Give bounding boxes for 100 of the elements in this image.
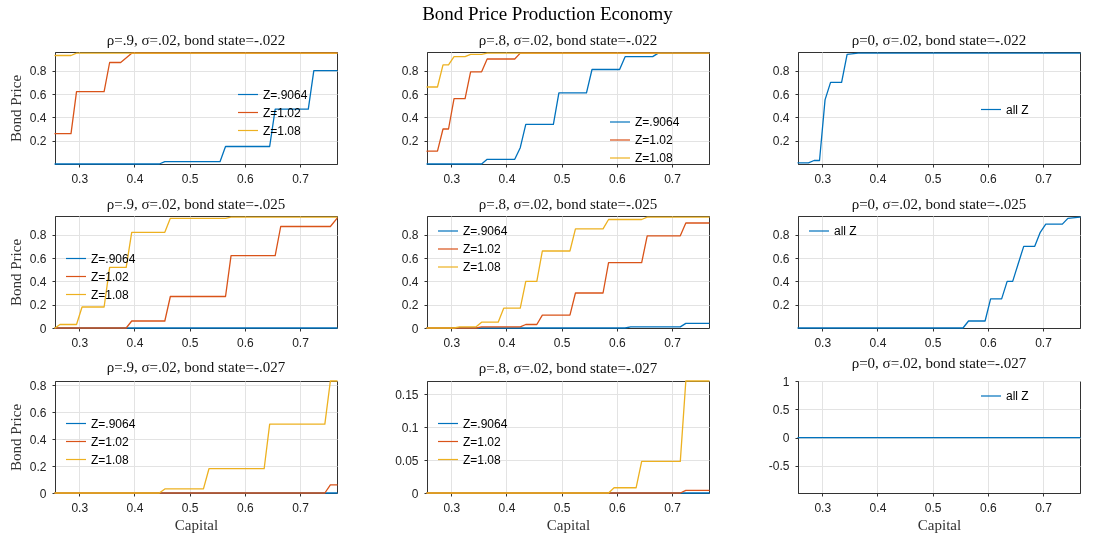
legend-label: Z=.9064 [463, 416, 508, 431]
y-tick-label: 1 [782, 374, 790, 389]
y-tick-label: 0.2 [401, 298, 419, 313]
y-tick-label: 0.4 [772, 274, 790, 289]
x-tick-label: 0.7 [292, 171, 310, 186]
legend-label: all Z [1006, 389, 1029, 403]
y-tick-label: 0.6 [29, 405, 47, 420]
y-tick-label: 0.8 [401, 228, 419, 243]
x-tick-label: 0.4 [126, 335, 144, 350]
text: Bond Price Production Economy [421, 3, 674, 25]
x-tick-label: 0.4 [126, 500, 144, 515]
y-tick-label: 0.6 [772, 87, 790, 102]
chart-title: ρ=.9, σ=.02, bond state=-.022 [106, 32, 286, 48]
legend-label: Z=1.02 [463, 242, 502, 256]
y-tick-label: 0.8 [401, 64, 419, 79]
y-tick-label: 0.4 [29, 432, 47, 447]
x-tick-label: 0.7 [292, 500, 310, 515]
x-axis-title: Capital [546, 516, 591, 533]
y-tick-label: 0.8 [29, 228, 47, 243]
y-tick-label: 0.4 [29, 110, 47, 125]
legend-label: Z=1.08 [463, 260, 502, 274]
x-tick-label: 0.7 [292, 335, 310, 350]
y-tick-label: 0.8 [772, 64, 790, 79]
legend-label: Z=.9064 [463, 224, 508, 238]
y-tick-label: 0.4 [772, 110, 790, 125]
y-tick-label: 0.15 [395, 387, 419, 402]
legend-label: Z=1.02 [463, 434, 502, 449]
chart-title: ρ=.9, σ=.02, bond state=-.025 [106, 196, 286, 212]
y-tick-label: 0.6 [401, 251, 419, 266]
x-tick-label: 0.5 [181, 500, 199, 515]
y-tick-label: 0.6 [29, 251, 47, 266]
y-tick-label: 0.2 [772, 134, 790, 149]
x-tick-label: 0.4 [498, 171, 516, 186]
y-tick-label: 0.2 [401, 134, 419, 149]
x-tick-label: 0.3 [814, 335, 832, 350]
x-tick-label: 0.3 [71, 500, 89, 515]
x-tick-label: 0.3 [71, 335, 89, 350]
legend-label: Z=1.02 [635, 133, 674, 147]
x-tick-label: 0.5 [924, 171, 942, 186]
y-tick-label: 0.5 [772, 402, 790, 417]
legend-label: Z=1.08 [463, 452, 502, 467]
x-tick-label: 0.6 [237, 500, 254, 515]
y-tick-label: 0 [411, 486, 419, 501]
x-tick-label: 0.7 [664, 500, 682, 515]
chart-title: ρ=.8, σ=.02, bond state=-.027 [478, 360, 658, 377]
y-tick-label: 0.2 [29, 459, 47, 474]
y-tick-label: 0.05 [395, 453, 419, 468]
legend-label: Z=1.08 [635, 151, 674, 165]
x-tick-label: 0.4 [126, 171, 144, 186]
x-tick-label: 0.4 [498, 500, 516, 515]
x-tick-label: 0.6 [609, 335, 626, 350]
x-axis-title: Capital [174, 516, 219, 533]
x-tick-label: 0.5 [181, 335, 199, 350]
x-tick-label: 0.6 [609, 500, 626, 515]
y-tick-label: 0 [782, 431, 790, 446]
y-tick-label: 0.8 [772, 228, 790, 243]
y-tick-label: 0.6 [772, 251, 790, 266]
y-tick-label: 0.8 [29, 378, 47, 393]
x-tick-label: 0.7 [1035, 335, 1053, 350]
x-tick-label: 0.7 [664, 335, 682, 350]
y-tick-label: 0.1 [401, 420, 419, 435]
y-tick-label: 0.6 [401, 87, 419, 102]
chart-title: ρ=0, σ=.02, bond state=-.027 [851, 355, 1027, 371]
y-tick-label: 0.2 [772, 298, 790, 313]
x-tick-label: 0.6 [237, 335, 254, 350]
x-tick-label: 0.7 [1035, 171, 1053, 186]
chart-title: ρ=.9, σ=.02, bond state=-.027 [106, 359, 286, 376]
x-tick-label: 0.6 [237, 171, 254, 186]
x-tick-label: 0.4 [869, 335, 887, 350]
y-axis-title: Bond Price [7, 403, 24, 472]
legend-label: Z=.9064 [263, 87, 308, 102]
x-tick-label: 0.4 [498, 335, 516, 350]
x-tick-label: 0.6 [980, 171, 997, 186]
x-tick-label: 0.7 [664, 171, 682, 186]
y-tick-label: 0.2 [29, 298, 47, 313]
y-tick-label: 0.4 [401, 274, 419, 289]
x-axis-title: Capital [917, 516, 962, 533]
chart-title: ρ=0, σ=.02, bond state=-.025 [851, 196, 1027, 212]
x-tick-label: 0.5 [181, 171, 199, 186]
x-tick-label: 0.4 [869, 500, 887, 515]
legend-label: Z=1.08 [91, 452, 130, 467]
x-tick-label: 0.5 [924, 500, 942, 515]
y-tick-label: 0.4 [401, 110, 419, 125]
y-tick-label: -0.5 [768, 459, 790, 474]
legend-label: Z=1.02 [91, 434, 130, 449]
x-tick-label: 0.5 [553, 500, 571, 515]
y-axis-title: Bond Price [7, 74, 24, 143]
y-tick-label: 0 [411, 321, 419, 336]
x-tick-label: 0.6 [609, 171, 626, 186]
legend-label: Z=.9064 [635, 115, 680, 129]
y-tick-label: 0.8 [29, 64, 47, 79]
chart-title: ρ=0, σ=.02, bond state=-.022 [851, 32, 1027, 48]
x-tick-label: 0.3 [443, 335, 461, 350]
y-axis-title: Bond Price [7, 238, 24, 307]
legend-label: all Z [1006, 102, 1029, 117]
x-tick-label: 0.7 [1035, 500, 1053, 515]
x-tick-label: 0.3 [71, 171, 89, 186]
chart-title: ρ=.8, σ=.02, bond state=-.025 [478, 196, 658, 212]
x-tick-label: 0.5 [924, 335, 942, 350]
x-tick-label: 0.3 [443, 171, 461, 186]
